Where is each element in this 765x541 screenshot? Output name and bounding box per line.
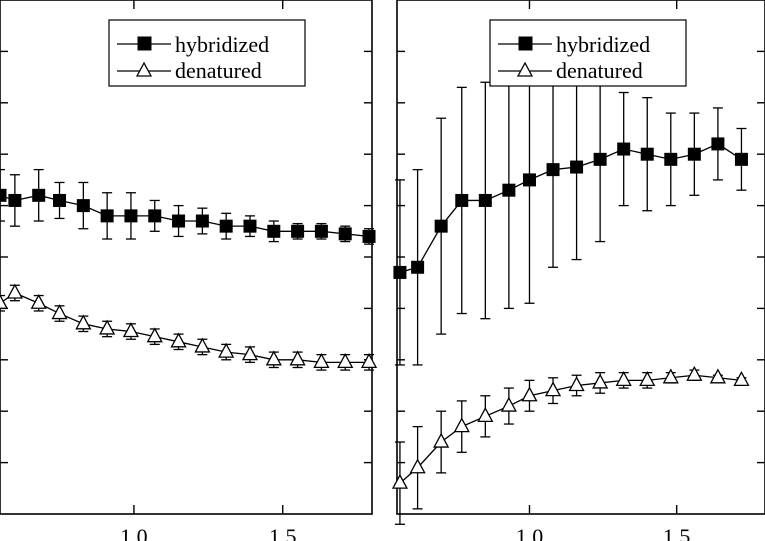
left-point-hybridized [53,193,67,207]
right-xtick-label-0: 1.0 [516,524,544,541]
right-point-denatured [709,368,726,384]
left-point-denatured [194,337,211,353]
left-series [0,168,378,371]
right-series-line-hybridized [399,143,742,274]
right-point-denatured [521,386,538,402]
left-point-hybridized [148,209,162,223]
left-point-hybridized [76,199,90,213]
left-point-denatured [265,350,282,366]
left-point-denatured [313,352,330,369]
right-point-denatured [453,417,470,433]
right-legend-marker-hybridized [518,36,533,51]
right-legend-marker-denatured [516,61,534,77]
left-point-denatured [6,283,23,299]
left-point-denatured [122,322,140,338]
left-legend-marker-denatured [135,61,153,77]
right-point-denatured [500,396,517,412]
right-point-denatured [733,370,750,387]
right-point-hybridized [711,137,725,151]
left-legend-label-denatured: denatured [175,58,262,83]
left-panel: 1.0 1.5 hybridized denatured [0,0,378,541]
right-point-hybridized [478,193,492,207]
left-point-denatured [289,350,306,366]
right-point-denatured [592,373,609,389]
left-point-hybridized [100,209,114,223]
right-point-denatured [568,376,585,392]
left-point-denatured [30,293,47,309]
right-point-denatured [662,368,679,384]
left-point-denatured [51,304,68,320]
left-point-hybridized [195,214,209,228]
left-point-hybridized [362,229,376,243]
right-series-line-denatured [399,374,742,484]
right-point-denatured [544,381,562,397]
left-point-hybridized [338,227,352,241]
left-point-hybridized [314,224,328,238]
left-legend: hybridized denatured [108,19,306,87]
left-legend-label-hybridized: hybridized [175,32,269,57]
right-point-hybridized [455,193,469,207]
right-legend-label-hybridized: hybridized [556,32,650,57]
left-point-hybridized [8,193,22,207]
left-point-hybridized [291,224,305,238]
right-point-denatured [477,406,494,422]
left-point-denatured [337,352,354,369]
left-point-hybridized [172,214,186,228]
left-point-denatured [146,327,163,343]
right-point-hybridized [734,152,748,166]
right-point-hybridized [593,152,607,166]
left-ticks: 1.0 1.5 [0,0,372,541]
left-point-hybridized [32,188,46,202]
right-legend: hybridized denatured [489,19,687,87]
left-point-denatured [75,314,92,330]
left-point-hybridized [243,219,257,233]
right-point-denatured [615,370,632,387]
right-point-denatured [433,432,450,448]
left-xtick-label-1: 1.5 [269,524,297,541]
left-xtick-label-0: 1.0 [120,524,148,541]
right-point-hybridized [664,152,678,166]
left-point-denatured [170,332,187,348]
left-point-hybridized [267,224,281,238]
left-series-line-denatured [0,292,370,364]
right-point-hybridized [411,260,425,274]
right-series [391,55,750,525]
left-point-denatured [99,319,116,335]
left-legend-marker-hybridized [137,36,152,51]
right-point-denatured [686,365,703,381]
right-point-hybridized [687,147,701,161]
left-point-denatured [360,352,378,369]
right-ticks: 1.0 1.5 [397,0,765,541]
right-point-hybridized [522,173,536,187]
right-point-hybridized [546,163,560,177]
left-point-denatured [0,293,9,309]
right-panel: 1.0 1.5 hybridized denatured [391,0,765,541]
right-point-hybridized [502,183,516,197]
left-point-denatured [241,345,259,361]
right-point-hybridized [570,160,584,174]
right-point-hybridized [617,142,631,156]
left-point-hybridized [124,209,138,223]
right-point-denatured [409,458,426,474]
right-xtick-label-1: 1.5 [663,524,691,541]
right-point-hybridized [393,265,407,279]
right-point-hybridized [640,147,654,161]
left-point-hybridized [219,219,233,233]
right-point-denatured [639,370,656,387]
left-point-hybridized [0,188,7,202]
right-point-denatured [391,473,409,489]
left-point-denatured [218,342,235,358]
right-legend-label-denatured: denatured [556,58,643,83]
right-point-hybridized [434,219,448,233]
